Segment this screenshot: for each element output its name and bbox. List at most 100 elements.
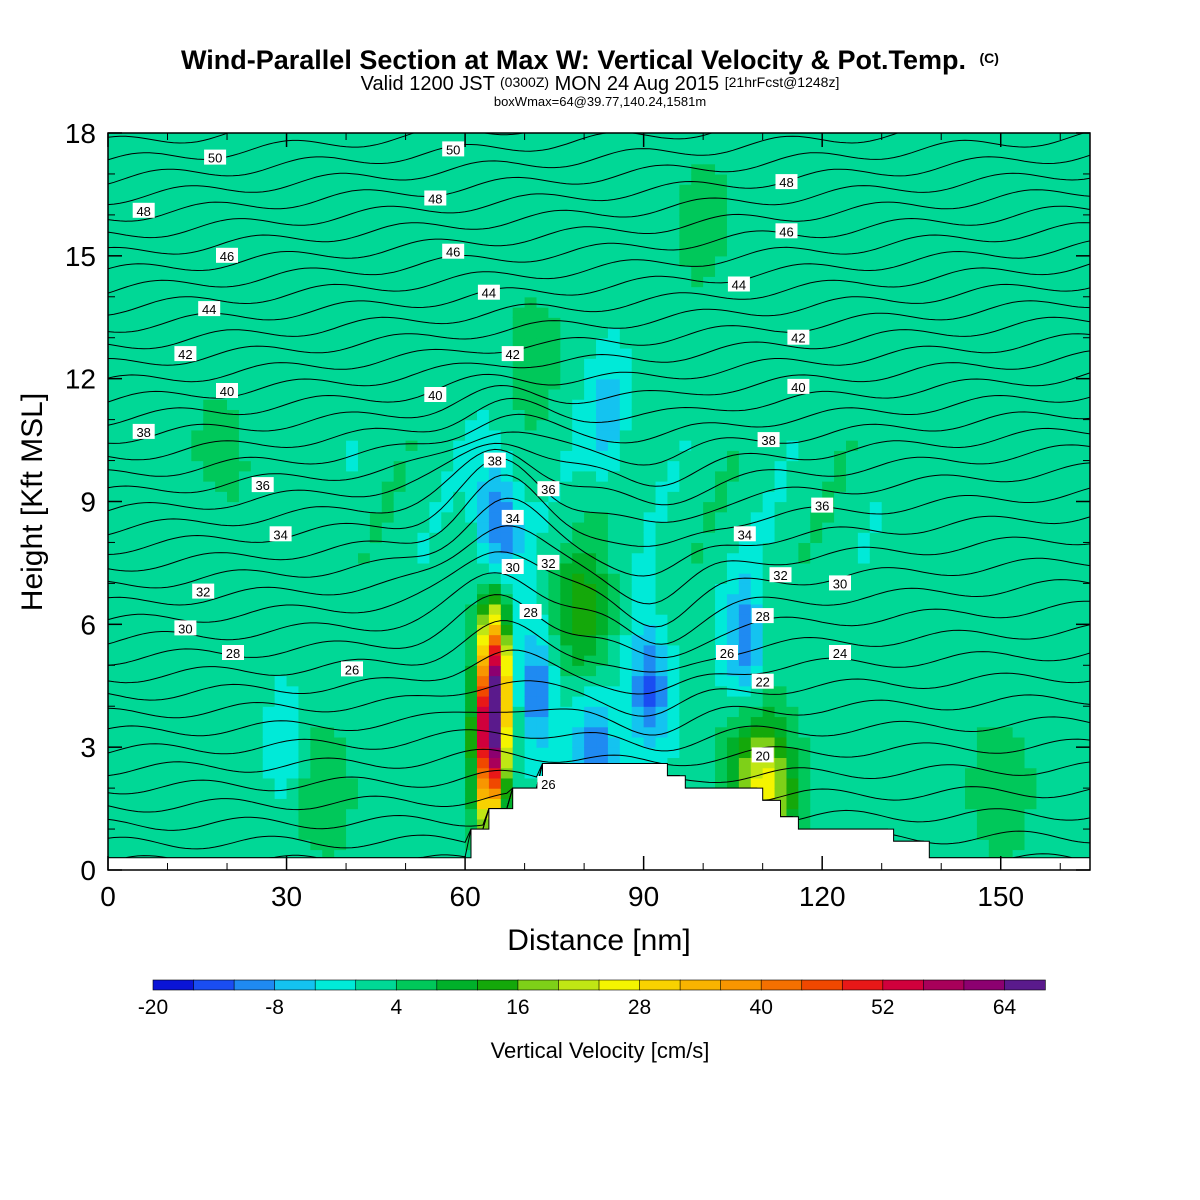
heat-cell: [453, 214, 466, 226]
heat-cell: [631, 736, 645, 748]
heat-cell: [917, 286, 930, 298]
heat-cell: [417, 429, 430, 441]
heat-cell: [250, 573, 264, 584]
heat-cell: [881, 665, 895, 677]
heat-cell: [560, 685, 573, 697]
heat-cell: [167, 511, 181, 523]
heat-cell: [607, 143, 621, 155]
heat-cell: [155, 143, 169, 155]
heat-cell: [357, 562, 371, 574]
heat-cell: [203, 276, 216, 288]
heat-cell: [917, 736, 930, 748]
heat-cell: [191, 757, 204, 769]
heat-cell: [143, 337, 157, 349]
heat-cell: [548, 194, 561, 206]
heat-cell: [607, 706, 621, 718]
heat-cell: [917, 767, 930, 779]
heat-cell: [917, 440, 930, 451]
heat-cell: [108, 716, 121, 728]
heat-cell: [774, 429, 788, 441]
heat-cell: [798, 757, 811, 769]
heat-cell: [393, 849, 407, 861]
heat-cell: [596, 307, 609, 318]
heat-cell: [238, 562, 252, 574]
heat-cell: [369, 337, 383, 349]
heat-cell: [536, 163, 550, 175]
chart-subtitle: Valid 1200 JST (0300Z) MON 24 Aug 2015 […: [361, 70, 840, 95]
heat-cell: [893, 163, 907, 175]
heat-cell: [131, 532, 145, 544]
heat-cell: [334, 767, 347, 779]
heat-cell: [203, 501, 216, 513]
heat-cell: [262, 593, 276, 605]
heat-cell: [905, 798, 918, 810]
heat-cell: [810, 214, 823, 226]
heat-cell: [500, 706, 514, 718]
heat-cell: [750, 399, 764, 410]
heat-cell: [845, 235, 859, 247]
heat-cell: [798, 532, 811, 544]
heat-cell: [607, 225, 621, 236]
heat-cell: [310, 777, 323, 789]
heat-cell: [119, 849, 133, 861]
heat-cell: [881, 532, 895, 544]
heat-cell: [274, 399, 288, 410]
heat-cell: [762, 655, 776, 666]
heat-cell: [845, 317, 859, 329]
heat-cell: [405, 767, 419, 779]
heat-cell: [119, 501, 133, 513]
heat-cell: [215, 521, 228, 533]
heat-cell: [250, 511, 264, 523]
heat-cell: [524, 173, 538, 185]
heat-cell: [548, 173, 561, 185]
heat-cell: [405, 491, 419, 503]
heat-cell: [881, 481, 895, 492]
heat-cell: [143, 307, 157, 318]
heat-cell: [274, 470, 288, 482]
heat-cell: [453, 296, 466, 308]
heat-cell: [524, 593, 538, 605]
heat-cell: [286, 614, 300, 625]
heat-cell: [369, 245, 383, 257]
heat-cell: [262, 235, 276, 247]
heat-cell: [786, 440, 799, 451]
heat-cell: [179, 317, 192, 329]
heat-cell: [774, 399, 788, 410]
heat-cell: [596, 491, 609, 503]
heat-cell: [500, 501, 514, 513]
heat-cell: [465, 788, 478, 799]
heat-cell: [298, 143, 311, 155]
heat-cell: [619, 214, 633, 226]
heat-cell: [465, 163, 478, 175]
heat-cell: [108, 583, 121, 595]
heat-cell: [441, 603, 454, 615]
heat-cell: [310, 839, 323, 851]
heat-cell: [762, 286, 776, 298]
heat-cell: [298, 777, 311, 789]
heat-cell: [512, 327, 526, 339]
heat-cell: [215, 747, 228, 759]
heat-cell: [250, 675, 264, 687]
heat-cell: [131, 542, 145, 554]
heat-cell: [143, 225, 157, 236]
heat-cell: [715, 624, 728, 636]
heat-cell: [536, 470, 550, 482]
heat-cell: [869, 767, 883, 779]
heat-cell: [917, 614, 930, 625]
heat-cell: [108, 675, 121, 687]
heat-cell: [488, 685, 502, 697]
heat-cell: [191, 716, 204, 728]
heat-cell: [596, 163, 609, 175]
heat-cell: [738, 194, 752, 206]
heat-cell: [250, 143, 264, 155]
heat-cell: [227, 695, 240, 707]
heat-cell: [476, 276, 490, 288]
heat-cell: [774, 624, 788, 636]
heat-cell: [798, 347, 811, 359]
heat-cell: [691, 583, 704, 595]
heat-cell: [131, 695, 145, 707]
heat-cell: [334, 214, 347, 226]
heat-cell: [238, 614, 252, 625]
heat-cell: [810, 798, 823, 810]
heat-cell: [536, 225, 550, 236]
